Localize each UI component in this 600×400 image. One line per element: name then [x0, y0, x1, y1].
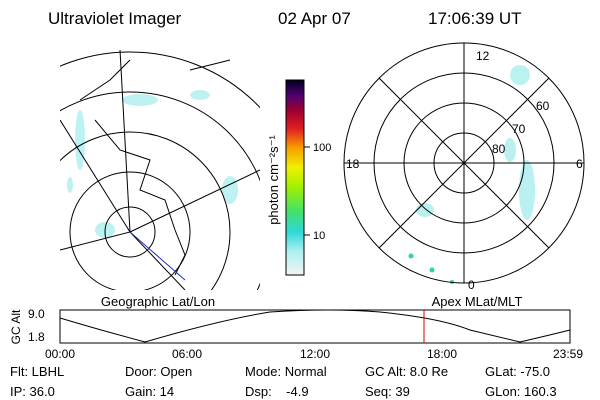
colorbar-tick-label: 10: [313, 230, 325, 242]
footer-field: Gain: 14: [125, 384, 174, 399]
polar-plot: [343, 42, 585, 284]
orbit-x-tick: 23:59: [553, 347, 583, 361]
geographic-map: [60, 50, 260, 290]
colorbar: [285, 79, 305, 276]
hour-label: 6: [576, 157, 583, 171]
colorbar-tick-label: 100: [313, 142, 331, 154]
latitude-label: 80: [492, 142, 506, 156]
orbit-x-tick: 06:00: [172, 347, 202, 361]
orbit-curve: [59, 309, 571, 343]
map-label: Geographic Lat/Lon: [101, 294, 215, 309]
hour-label: 18: [346, 157, 360, 171]
hour-label: 0: [468, 278, 475, 292]
orbit-frame: [59, 309, 571, 344]
latitude-label: 60: [536, 99, 550, 113]
footer-field: Flt: LBHL: [10, 364, 64, 379]
footer: Flt: LBHL Door: Open Mode: Normal GC Alt: 8…: [10, 364, 557, 399]
time: 17:06:39 UT: [428, 9, 522, 28]
colorbar-label: photon cm⁻²s⁻¹: [266, 135, 281, 225]
hour-label: 12: [476, 49, 490, 63]
orbit-x-tick: 00:00: [45, 347, 75, 361]
orbit-y-tick: 9.0: [28, 307, 45, 321]
footer-field: Seq: 39: [365, 384, 410, 399]
title: Ultraviolet Imager: [48, 9, 182, 28]
orbit-y-tick: 1.8: [28, 330, 45, 344]
orbit-x-tick: 18:00: [427, 347, 457, 361]
footer-field: Dsp: -4.9: [245, 384, 309, 399]
footer-field: GLon: 160.3: [485, 384, 557, 399]
footer-field: Mode: Normal: [245, 364, 327, 379]
polar-label: Apex MLat/MLT: [432, 294, 523, 309]
orbit-y-label: GC Alt: [9, 309, 23, 344]
latitude-label: 70: [512, 122, 526, 136]
orbit-x-tick: 12:00: [300, 347, 330, 361]
footer-field: GC Alt: 8.0 Re: [365, 364, 448, 379]
footer-field: IP: 36.0: [10, 384, 55, 399]
footer-field: Door: Open: [125, 364, 192, 379]
footer-field: GLat: -75.0: [485, 364, 550, 379]
date: 02 Apr 07: [278, 9, 351, 28]
